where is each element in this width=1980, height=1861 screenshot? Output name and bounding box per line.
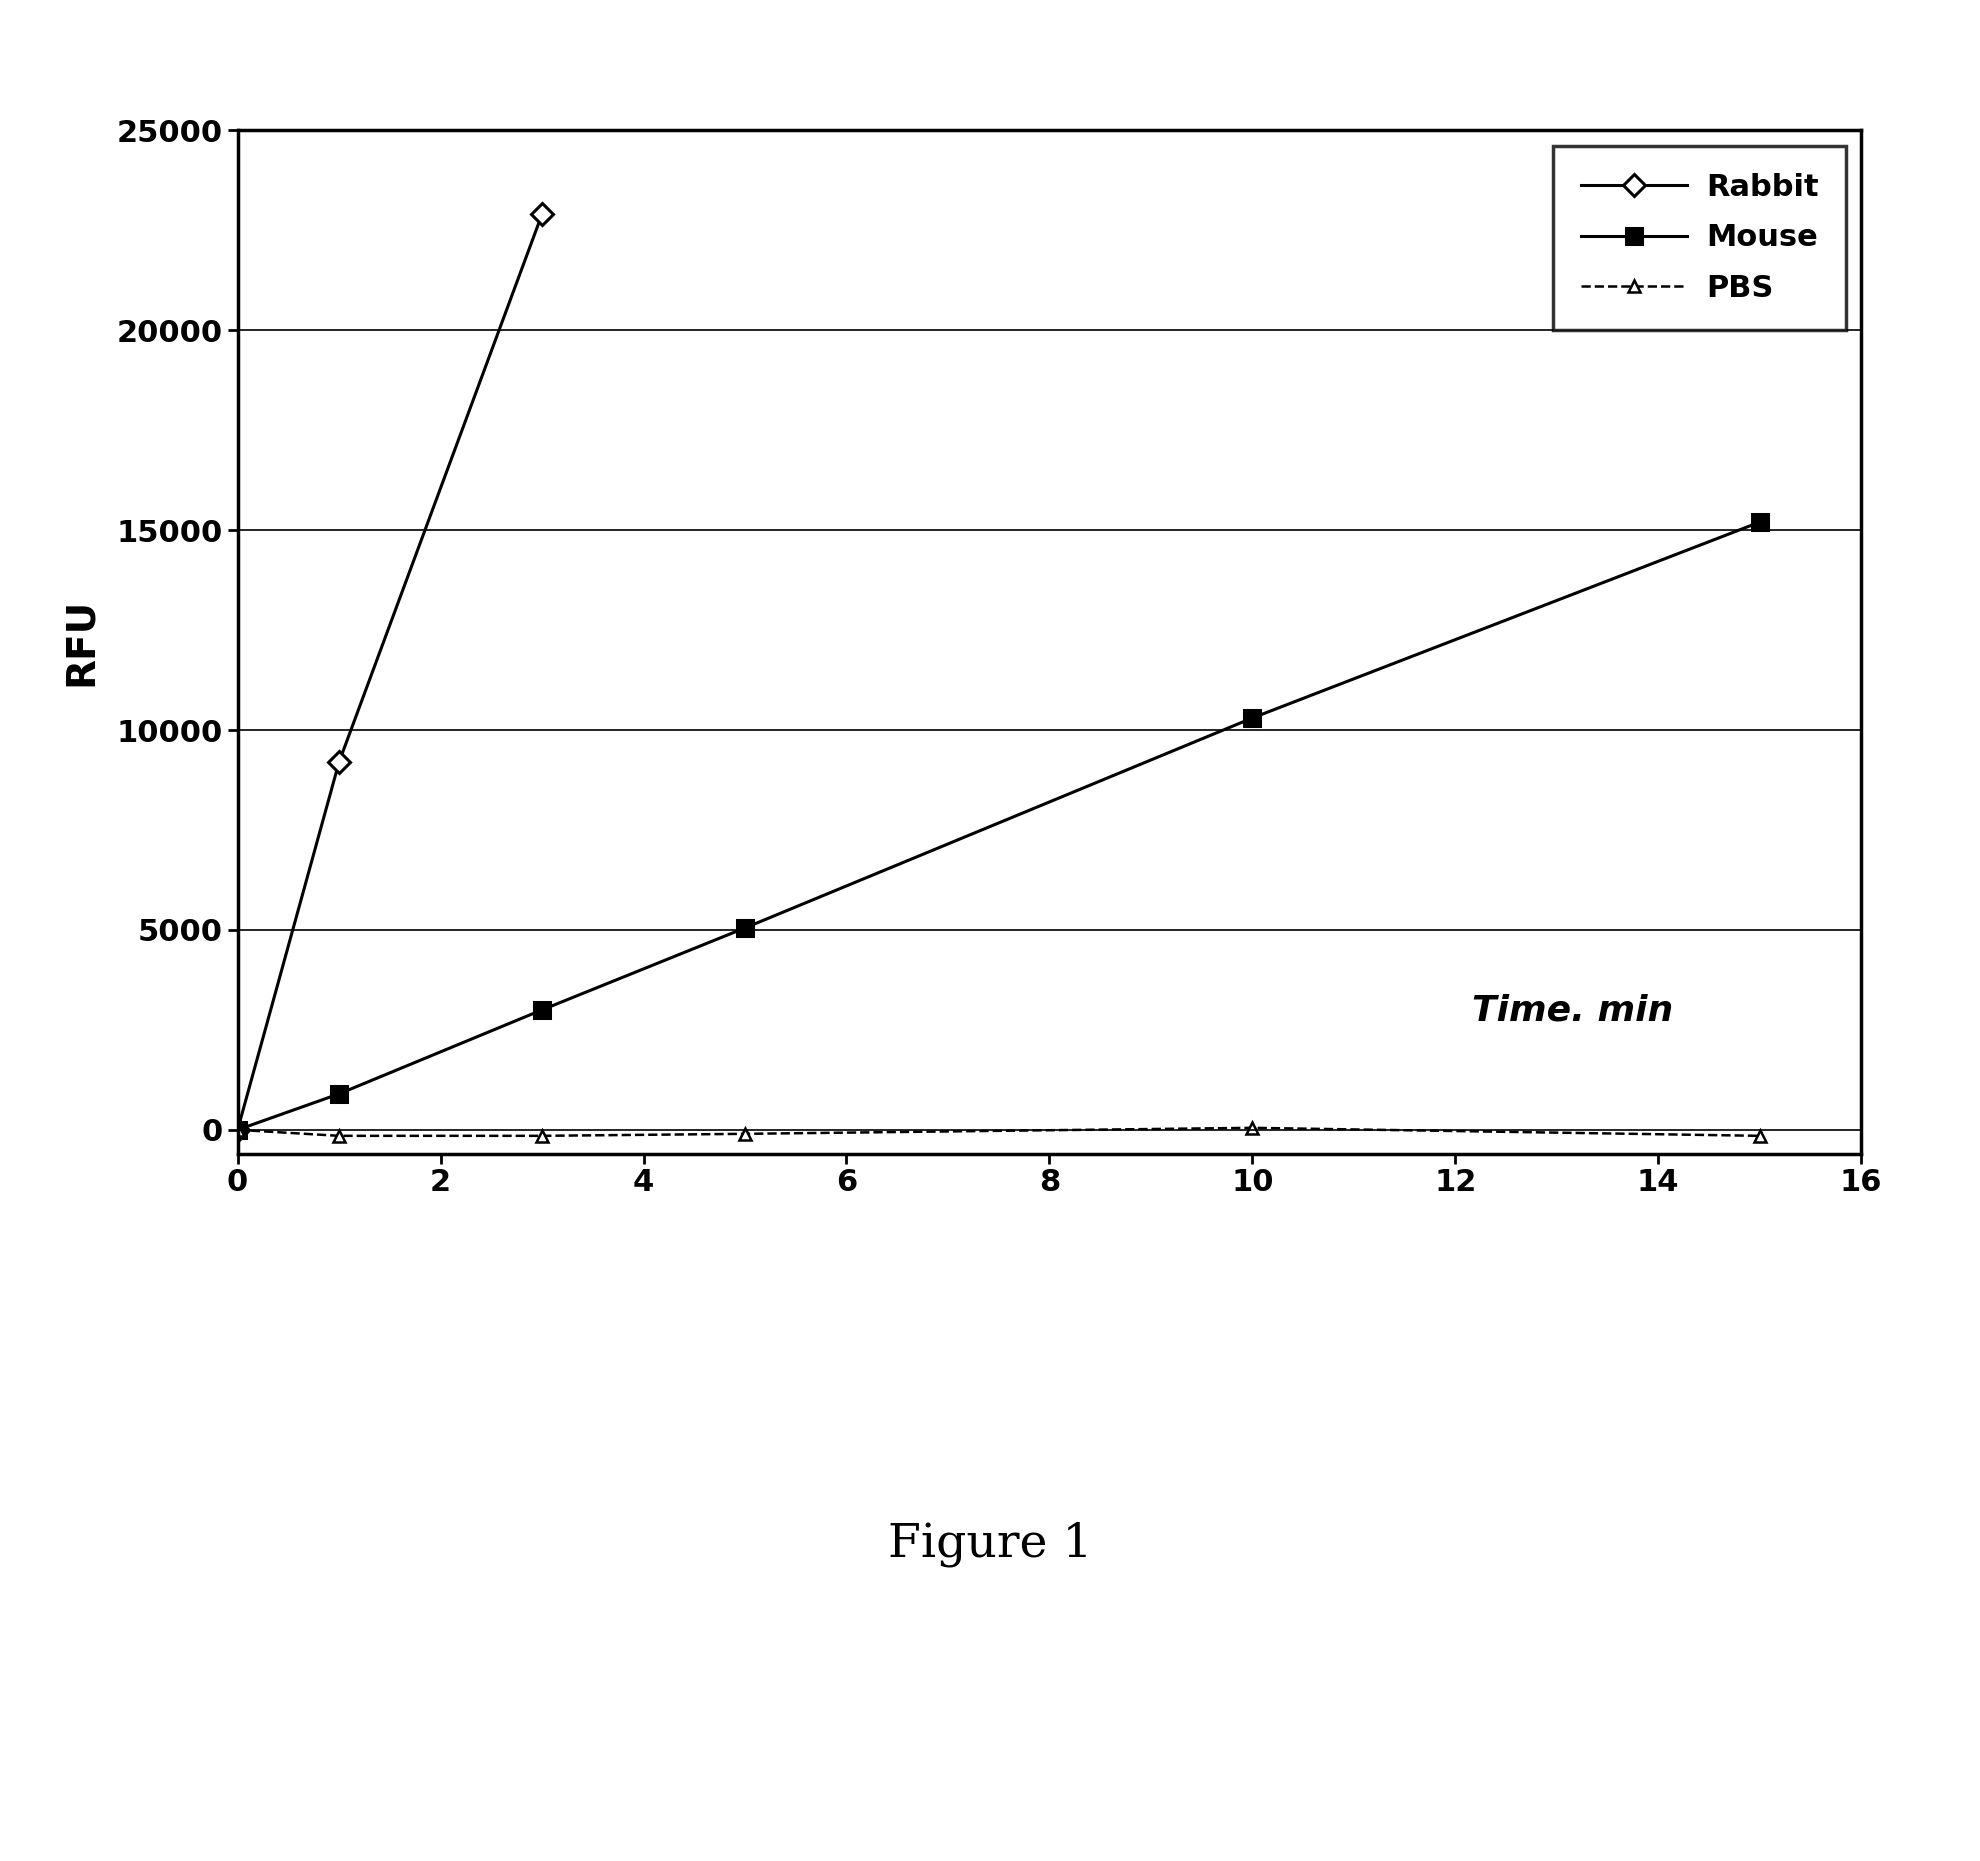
PBS xyxy=(1748,1124,1772,1146)
Text: Figure 1: Figure 1 xyxy=(887,1522,1093,1567)
Mouse xyxy=(226,1118,249,1141)
Mouse xyxy=(327,1083,350,1105)
Line: Mouse: Mouse xyxy=(230,514,1768,1137)
Line: Rabbit: Rabbit xyxy=(230,207,550,1137)
Mouse xyxy=(1748,512,1772,534)
PBS xyxy=(327,1124,350,1146)
Rabbit xyxy=(531,203,554,225)
Rabbit xyxy=(226,1118,249,1141)
Mouse xyxy=(531,999,554,1022)
PBS xyxy=(1239,1117,1263,1139)
Rabbit xyxy=(327,750,350,772)
PBS xyxy=(733,1122,756,1145)
PBS xyxy=(226,1118,249,1141)
Text: Time. min: Time. min xyxy=(1471,994,1673,1027)
Mouse xyxy=(733,917,756,940)
Line: PBS: PBS xyxy=(232,1122,1766,1143)
Mouse xyxy=(1239,707,1263,730)
PBS xyxy=(531,1124,554,1146)
Y-axis label: RFU: RFU xyxy=(61,597,101,687)
Legend: Rabbit, Mouse, PBS: Rabbit, Mouse, PBS xyxy=(1552,145,1845,329)
